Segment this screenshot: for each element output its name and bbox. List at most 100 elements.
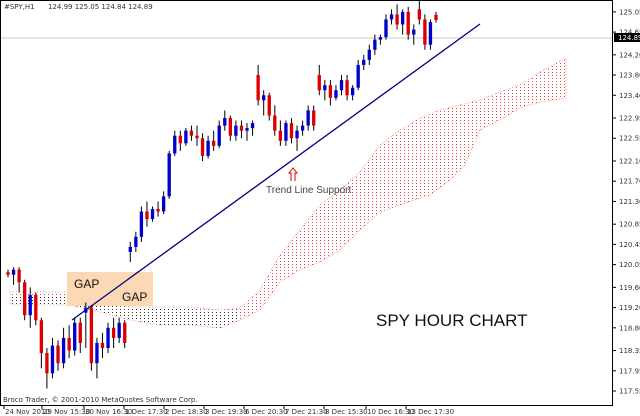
y-tick-label: 124.20 (619, 51, 640, 59)
y-tick-label: 125.05 (619, 8, 640, 16)
candle (262, 95, 266, 101)
y-tick-label: 120.05 (619, 261, 640, 269)
candle (178, 135, 182, 144)
candle (350, 87, 355, 96)
candle (328, 85, 333, 98)
y-tick-label: 118.80 (619, 324, 640, 332)
candle (128, 246, 132, 252)
y-tick-label: 122.95 (619, 115, 640, 123)
candle (173, 135, 177, 154)
y-tick-label: 123.40 (619, 92, 640, 100)
ohlc-header: 124.99 125.05 124.84 124.89 (48, 3, 153, 11)
candle (150, 209, 155, 220)
candle (200, 138, 205, 156)
candle (123, 322, 127, 343)
x-tick-label: 8 Dec 15:30 (325, 408, 368, 416)
copyright-text: Broco Trader, © 2001-2010 MetaQuotes Sof… (3, 396, 198, 404)
candle (406, 11, 410, 35)
candle (245, 128, 249, 131)
candle (434, 14, 438, 20)
candle (295, 130, 299, 139)
candle (250, 123, 255, 129)
x-tick-label: 13 Dec 17:30 (407, 408, 454, 416)
support-arrow-icon (287, 167, 299, 181)
x-tick-label: 1 Dec 17:30 (125, 408, 168, 416)
candle (289, 123, 294, 139)
gap-label-1: GAP (74, 277, 99, 291)
x-tick-label: 30 Nov 16:30 (85, 408, 132, 416)
y-tick-label: 122.10 (619, 157, 640, 165)
gap-annotation: GAP GAP (67, 272, 153, 306)
candle (45, 353, 49, 374)
candle (317, 75, 321, 91)
candle (239, 125, 244, 131)
candle (161, 196, 166, 212)
candle (61, 337, 66, 364)
trend-line-label: Trend Line Support (266, 185, 351, 196)
candle (300, 125, 305, 131)
candle (223, 118, 227, 126)
candle (78, 322, 82, 343)
candle (73, 322, 77, 351)
candle (373, 39, 377, 50)
candle (167, 153, 171, 197)
candle (384, 19, 388, 38)
candle (345, 80, 349, 96)
candle (211, 140, 216, 146)
candle (56, 345, 60, 364)
candles (6, 0, 438, 389)
candle (417, 9, 421, 20)
candle (367, 49, 371, 60)
y-tick-label: 121.30 (619, 198, 640, 206)
candle (234, 125, 238, 136)
candle (306, 110, 310, 126)
candle (312, 110, 316, 126)
candle (23, 282, 27, 316)
candle (11, 269, 16, 275)
y-tick-label: 122.55 (619, 135, 640, 143)
x-tick-label: 3 Dec 19:30 (205, 408, 248, 416)
candle (50, 345, 55, 374)
x-tick-label: 2 Dec 18:30 (165, 408, 208, 416)
candle (67, 337, 71, 351)
gap-label-2: GAP (122, 290, 147, 304)
candle (323, 85, 327, 91)
candle (400, 11, 405, 25)
y-tick-label: 120.85 (619, 221, 640, 229)
candle (28, 294, 32, 316)
candle (95, 342, 99, 364)
candle (134, 236, 138, 247)
candle (284, 123, 288, 141)
candle (389, 14, 394, 20)
candle (184, 130, 188, 144)
candle (217, 125, 221, 146)
candle (34, 294, 38, 321)
y-tick-label: 119.20 (619, 304, 640, 312)
y-tick-label: 118.35 (619, 347, 640, 355)
candle (206, 140, 210, 156)
x-tick-label: 6 Dec 20:30 (245, 408, 288, 416)
candle (362, 59, 366, 65)
candle (156, 209, 160, 212)
x-tick-label: 10 Dec 16:30 (367, 408, 414, 416)
price-axis: 125.05 124.65 124.20 123.80 123.40 122.95 122.… (612, 8, 640, 396)
trend-support-marker: Trend Line Support (266, 167, 351, 196)
candle (117, 322, 121, 338)
candle (100, 342, 105, 349)
candle (195, 135, 199, 139)
x-tick-label: 29 Nov 15:30 (43, 408, 90, 416)
trend-line (71, 23, 481, 321)
candle (334, 90, 338, 98)
y-tick-label: 123.80 (619, 72, 640, 80)
current-price-marker: 124.89 (614, 33, 640, 42)
candle (228, 118, 233, 136)
y-tick-label: 124.65 (619, 29, 640, 37)
candle (395, 14, 399, 25)
candle (378, 37, 383, 40)
candle (412, 29, 416, 35)
current-price-box (614, 33, 640, 42)
y-tick-label: 121.70 (619, 178, 640, 186)
candle (189, 130, 194, 136)
chart-title: SPY HOUR CHART (376, 311, 527, 330)
